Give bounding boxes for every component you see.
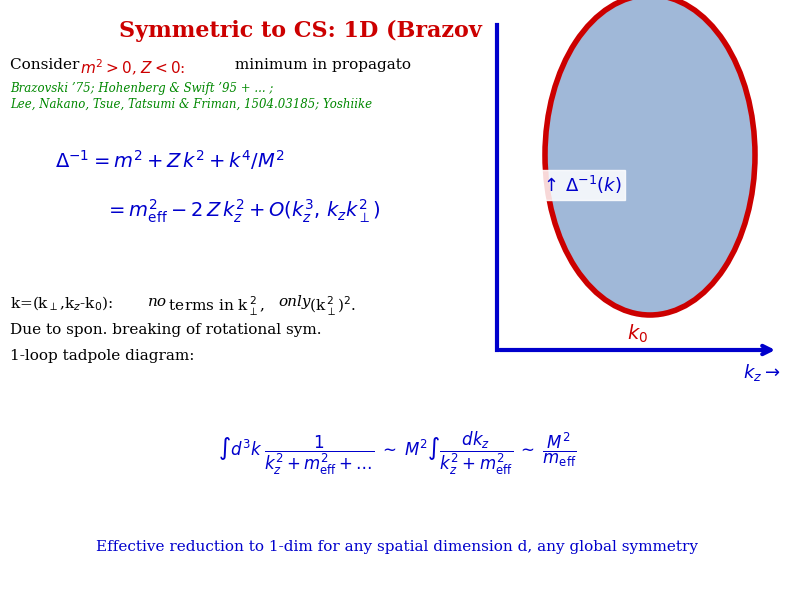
Ellipse shape [545,0,755,315]
Text: $m^2 > 0$, $Z < 0$:: $m^2 > 0$, $Z < 0$: [80,58,186,78]
Text: $\int d^3k\;\dfrac{1}{k_z^2 + m^2_{\mathrm{eff}} + \ldots}\;\sim\; M^2 \int \dfr: $\int d^3k\;\dfrac{1}{k_z^2 + m^2_{\math… [218,430,576,477]
Text: Consider: Consider [10,58,84,72]
Text: 1-loop tadpole diagram:: 1-loop tadpole diagram: [10,349,195,363]
Text: terms in k$_\perp^{\,2}$,: terms in k$_\perp^{\,2}$, [164,295,266,318]
Text: $\Delta^{-1} = m^2 + Z\,k^2 + k^4/M^2$: $\Delta^{-1} = m^2 + Z\,k^2 + k^4/M^2$ [55,148,284,172]
Text: $k_z \rightarrow$: $k_z \rightarrow$ [742,362,780,383]
Text: k=(k$_\perp$,k$_z$-k$_0$):: k=(k$_\perp$,k$_z$-k$_0$): [10,295,114,314]
Text: $= m^2_{\mathrm{eff}} - 2\,Z\,k_z^2 + O(k_z^3,\,k_z k_\perp^2)$: $= m^2_{\mathrm{eff}} - 2\,Z\,k_z^2 + O(… [105,198,380,226]
Text: Lee, Nakano, Tsue, Tatsumi & Friman, 1504.03185; Yoshiike: Lee, Nakano, Tsue, Tatsumi & Friman, 150… [10,98,372,111]
Text: only: only [278,295,310,309]
Text: $\uparrow\,\Delta^{-1}(k)$: $\uparrow\,\Delta^{-1}(k)$ [540,174,622,196]
Text: Brazovski ’75; Hohenberg & Swift ’95 + ... ;: Brazovski ’75; Hohenberg & Swift ’95 + .… [10,82,273,95]
Text: Due to spon. breaking of rotational sym.: Due to spon. breaking of rotational sym. [10,323,322,337]
Text: Symmetric to CS: 1D (Brazov: Symmetric to CS: 1D (Brazov [118,20,481,42]
Text: $k_0$: $k_0$ [627,323,649,345]
Text: (k$_\perp^{\,2}$)$^2$.: (k$_\perp^{\,2}$)$^2$. [305,295,356,318]
Text: Effective reduction to 1-dim for any spatial dimension d, any global symmetry: Effective reduction to 1-dim for any spa… [96,540,698,554]
Text: minimum in propagato: minimum in propagato [230,58,411,72]
Text: no: no [148,295,167,309]
